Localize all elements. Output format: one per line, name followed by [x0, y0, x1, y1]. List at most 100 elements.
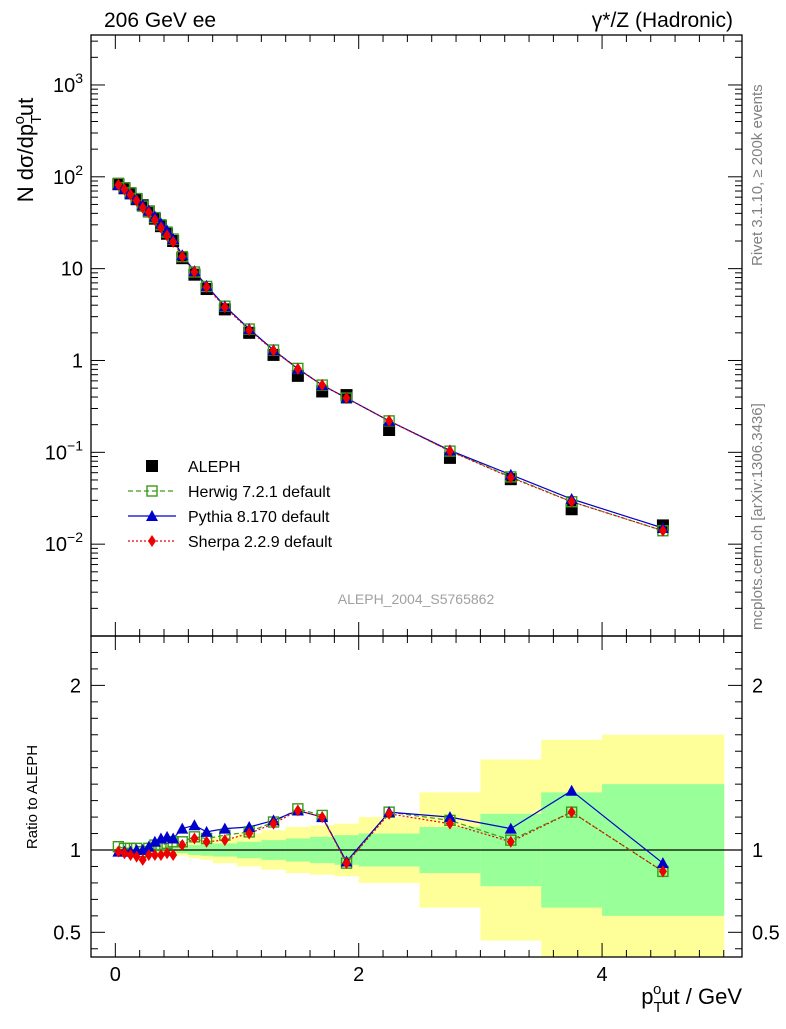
sherpa-point	[163, 847, 172, 860]
x-tick-label: 2	[353, 964, 364, 986]
ratio-panel: 0.5 0.5 1 1 2 2 0 2 4 Ratio to ALEPH pTout / GeV	[24, 635, 780, 1016]
sherpa-point	[385, 414, 394, 427]
pythia-point	[504, 822, 517, 834]
sherpa-point	[293, 804, 302, 817]
ratio-xlabel-tail: ut / GeV	[661, 984, 742, 1009]
pythia-point	[243, 820, 256, 832]
mcplots-label: mcplots.cern.ch [arXiv:1306.3436]	[749, 403, 766, 630]
pythia-point	[136, 844, 149, 855]
sherpa-point	[269, 817, 278, 830]
main-ylabel-base: N dσ/dp	[13, 124, 38, 202]
header-right: γ*/Z (Hadronic)	[592, 9, 733, 32]
sherpa-point	[156, 848, 165, 861]
sherpa-point	[132, 194, 141, 207]
sherpa-point	[120, 183, 129, 196]
sherpa-point	[148, 535, 156, 547]
sherpa-point	[318, 379, 327, 392]
sherpa-point	[150, 848, 159, 861]
sherpa-point	[169, 236, 178, 249]
sherpa-point	[156, 221, 165, 234]
sherpa-point	[138, 201, 147, 214]
legend-label: ALEPH	[188, 459, 240, 476]
sherpa-point	[506, 471, 515, 484]
ratio-y-tick-label: 2	[70, 675, 81, 697]
sherpa-point	[132, 850, 141, 863]
main-marks	[112, 177, 669, 537]
herwig-line	[118, 182, 664, 532]
sherpa-point	[163, 229, 172, 242]
ratio-marks	[112, 784, 669, 878]
pythia-point	[188, 819, 201, 831]
y-tick-label-base: 10	[61, 259, 83, 281]
y-tick-label: 10−1	[45, 437, 83, 464]
sherpa-point	[245, 827, 254, 840]
y-tick-label-base: 1	[72, 350, 83, 372]
sherpa-point	[658, 865, 667, 878]
sherpa-point	[245, 323, 254, 336]
sherpa-point	[293, 362, 302, 375]
sherpa-point	[567, 806, 576, 819]
ratio-xlabel-base: p	[641, 984, 653, 1009]
aleph-point	[383, 424, 396, 437]
sherpa-point	[190, 265, 199, 278]
sherpa-point	[120, 847, 129, 860]
legend-label: Pythia 8.170 default	[188, 509, 330, 526]
sherpa-point	[114, 845, 123, 858]
ratio-frame	[90, 635, 743, 958]
y-tick-label-exp: −2	[67, 529, 83, 545]
pythia-point	[146, 510, 158, 521]
analysis-label: ALEPH_2004_S5765862	[338, 591, 495, 607]
y-tick-label: 10	[61, 259, 83, 281]
main-ylabel-tail: ut	[13, 98, 38, 116]
sherpa-point	[506, 835, 515, 848]
sherpa-point	[220, 301, 229, 314]
sherpa-point	[202, 281, 211, 294]
pythia-point	[176, 822, 189, 834]
y-tick-label-base: 10	[53, 167, 75, 189]
main-ylabel: N dσ/dpTout	[11, 98, 45, 203]
ratio-y-tick-label-right: 1	[752, 840, 763, 862]
sherpa-point	[144, 206, 153, 219]
sherpa-point	[269, 344, 278, 357]
y-tick-label: 103	[53, 70, 83, 97]
aleph-point	[146, 460, 158, 472]
sherpa-point	[318, 811, 327, 824]
sherpa-point	[658, 524, 667, 537]
ratio-y-tick-label-right: 2	[752, 675, 763, 697]
herwig-point	[146, 485, 158, 497]
sherpa-point	[567, 495, 576, 508]
sherpa-point	[126, 848, 135, 861]
ratio-xlabel-sup: o	[653, 981, 661, 998]
rivet-label: Rivet 3.1.10, ≥ 200k events	[749, 84, 766, 266]
sherpa-point	[169, 848, 178, 861]
ratio-y-tick-label: 0.5	[53, 922, 81, 944]
pythia-point	[148, 835, 161, 847]
y-tick-label-exp: 3	[75, 70, 83, 86]
ratio-xlabel: pTout / GeV	[641, 981, 742, 1016]
header-left: 206 GeV ee	[104, 9, 216, 32]
sherpa-point	[385, 807, 394, 820]
x-tick-label: 4	[597, 964, 608, 986]
sherpa-line	[118, 184, 664, 532]
y-tick-label: 102	[53, 162, 83, 189]
sherpa-point	[114, 178, 123, 191]
sherpa-point	[144, 848, 153, 861]
sherpa-point	[445, 445, 454, 458]
pythia-point	[565, 784, 578, 796]
y-tick-label-exp: −1	[67, 437, 83, 453]
main-ylabel-sub: T	[28, 115, 45, 124]
sherpa-point	[220, 834, 229, 847]
pythia-point	[218, 822, 231, 834]
ratio-ylabel: Ratio to ALEPH	[24, 745, 41, 849]
pythia-point	[443, 811, 456, 823]
y-tick-label-base: 10	[53, 75, 75, 97]
sherpa-point	[342, 392, 351, 405]
y-tick-label: 10−2	[45, 529, 83, 556]
sherpa-point	[126, 188, 135, 201]
y-tick-label-base: 10	[45, 534, 67, 556]
ratio-y-tick-label: 1	[70, 840, 81, 862]
y-tick-label-base: 10	[45, 442, 67, 464]
